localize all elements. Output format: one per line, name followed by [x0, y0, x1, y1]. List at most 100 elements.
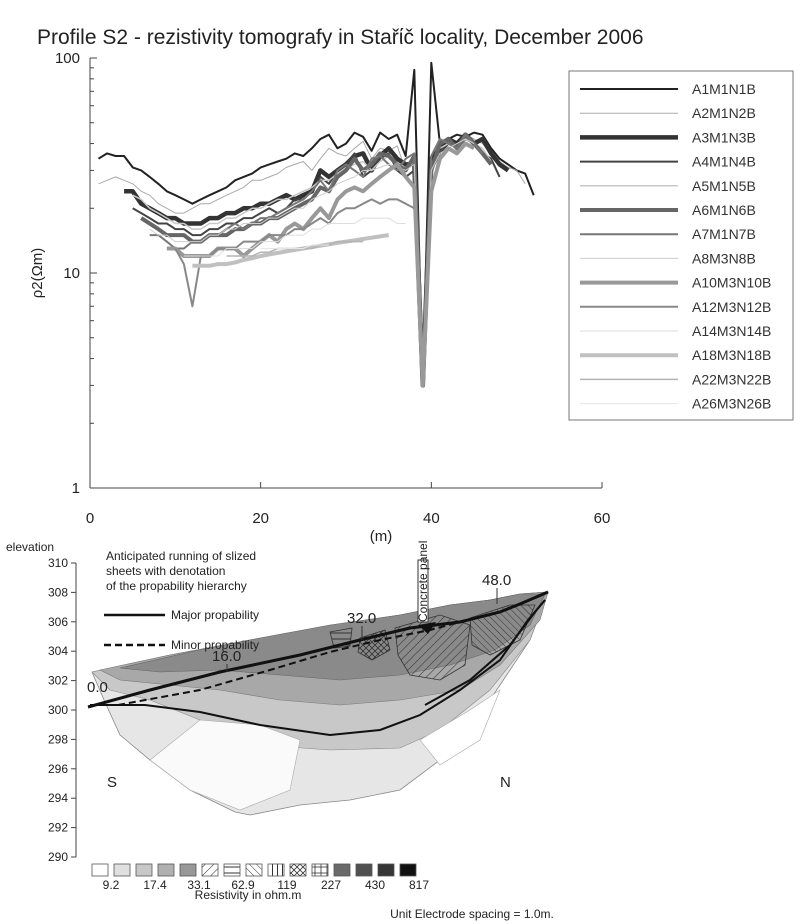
colorbar-swatch [289, 863, 307, 877]
colorbar-swatch [201, 863, 219, 877]
series-line-a12m3n12b [174, 198, 415, 308]
series-line-a14m3n14b [183, 217, 406, 257]
elevation-tick-label: 298 [48, 732, 68, 746]
y-tick-label: 10 [63, 265, 80, 282]
x-tick-label: 20 [252, 510, 269, 527]
colorbar-swatch [91, 863, 109, 877]
colorbar-tick-label: 17.4 [143, 878, 167, 892]
colorbar-swatch [223, 863, 241, 877]
legend-label: A6M1N6B [692, 202, 756, 218]
figure-title: Profile S2 - rezistivity tomografy in St… [37, 26, 644, 49]
annotation-line-1: Anticipated running of slized [106, 549, 256, 563]
x-tick-label: 40 [423, 510, 440, 527]
resistivity-colorbar [91, 863, 417, 877]
colorbar-tick-label: 9.2 [103, 878, 120, 892]
colorbar-swatch [245, 863, 263, 877]
series-line-a18m3n18b [192, 233, 389, 268]
colorbar-tick-label: 119 [277, 878, 296, 892]
legend-label: A8M3N8B [692, 250, 756, 266]
elevation-tick-label: 294 [48, 791, 68, 805]
elevation-tick-label: 296 [48, 762, 68, 776]
series-line-a1m1n1b [97, 61, 535, 387]
colorbar-swatch [113, 863, 131, 877]
north-label: N [500, 774, 511, 791]
colorbar-swatch [179, 863, 197, 877]
concrete-panel [417, 559, 429, 623]
colorbar-swatch [355, 863, 373, 877]
legend-box [568, 70, 794, 421]
colorbar-swatch [399, 863, 417, 877]
colorbar-tick-label: 430 [365, 878, 385, 892]
south-label: S [107, 774, 117, 791]
legend-label: A5M1N5B [692, 178, 756, 194]
legend-label: A22M3N22B [692, 371, 771, 387]
elevation-tick-label: 292 [48, 821, 68, 835]
resistivity-contour-fill: Concrete panel [87, 541, 549, 816]
y-axis-label: ρ2(Ωm) [29, 248, 46, 299]
elevation-tick-label: 304 [48, 644, 68, 658]
ground-surface-line [87, 590, 549, 709]
colorbar-swatch [333, 863, 351, 877]
legend-label: A26M3N26B [692, 396, 771, 412]
colorbar-tick-label: 62.9 [231, 878, 255, 892]
section-label-32: 32.0 [347, 610, 376, 627]
concrete-panel-label: Concrete panel [416, 541, 430, 622]
section-label-16: 16.0 [212, 648, 241, 665]
electrode-spacing-note: Unit Electrode spacing = 1.0m. [390, 907, 554, 921]
colorbar-swatch [267, 863, 285, 877]
colorbar-swatch [157, 863, 175, 877]
series-line-a3m1n3b [124, 132, 510, 388]
x-axis-label: (m) [370, 528, 393, 545]
colorbar-tick-labels: 9.2 17.4 33.1 62.9 119 227 430 817 [103, 878, 430, 892]
contour-pocket-1 [149, 719, 301, 811]
elevation-tick-label: 290 [48, 850, 68, 864]
section-label-48: 48.0 [482, 572, 511, 589]
annotation-line-3: of the propability hierarchy [106, 579, 247, 593]
legend-label: A3M1N3B [692, 129, 756, 145]
x-tick-label: 0 [86, 510, 94, 527]
legend: A1M1N1B A2M1N2B A3M1N3B A4M1N4B A5M1N5B A6M1N… [580, 81, 771, 412]
elevation-tick-label: 300 [48, 703, 68, 717]
elevation-axis-label: elevation [6, 540, 54, 554]
colorbar-tick-label: 817 [409, 878, 429, 892]
contour-pocket-2 [419, 689, 501, 766]
top-axis-tick-labels: 0 20 40 60 1 10 100 [55, 50, 610, 527]
colorbar-swatch [135, 863, 153, 877]
minor-line-label: Minor propability [171, 638, 259, 652]
legend-label: A14M3N14B [692, 323, 771, 339]
elevation-tick-label: 306 [48, 615, 68, 629]
hatched-anomaly-1 [394, 614, 471, 681]
cross-section-panel: Concrete panel 310 308 306 304 302 300 298 296 2… [6, 540, 554, 921]
series-line-a26m3n26b [260, 244, 329, 249]
legend-label: A1M1N1B [692, 81, 756, 97]
hatched-anomaly-2 [469, 604, 536, 656]
elevation-tick-label: 308 [48, 585, 68, 599]
elevation-ticks: 310 308 306 304 302 300 298 296 294 292 290 [48, 556, 76, 864]
series-layer [97, 61, 535, 388]
x-tick-label: 60 [594, 510, 611, 527]
major-line-label: Major propability [171, 608, 259, 622]
colorbar-title: Resistivity in ohm.m [195, 888, 302, 902]
annotation-line-2: sheets with denotation [106, 564, 225, 578]
colorbar-swatch [377, 863, 395, 877]
legend-label: A10M3N10B [692, 275, 771, 291]
legend-label: A2M1N2B [692, 105, 756, 121]
series-line-a6m1n6b [140, 132, 493, 388]
major-propability-curve-2 [424, 599, 546, 706]
y-tick-label: 1 [72, 480, 80, 497]
top-axis-ticks [89, 57, 603, 489]
legend-label: A12M3N12B [692, 299, 771, 315]
concrete-panel-marker [418, 622, 436, 634]
legend-label: A18M3N18B [692, 347, 771, 363]
legend-label: A4M1N4B [692, 154, 756, 170]
y-tick-label: 100 [55, 50, 80, 67]
legend-label: A7M1N7B [692, 226, 756, 242]
elevation-tick-label: 310 [48, 556, 68, 570]
colorbar-tick-label: 33.1 [187, 878, 211, 892]
colorbar-tick-label: 227 [321, 878, 341, 892]
section-label-0: 0.0 [87, 679, 108, 696]
colorbar-swatch [311, 863, 329, 877]
elevation-tick-label: 302 [48, 674, 68, 688]
